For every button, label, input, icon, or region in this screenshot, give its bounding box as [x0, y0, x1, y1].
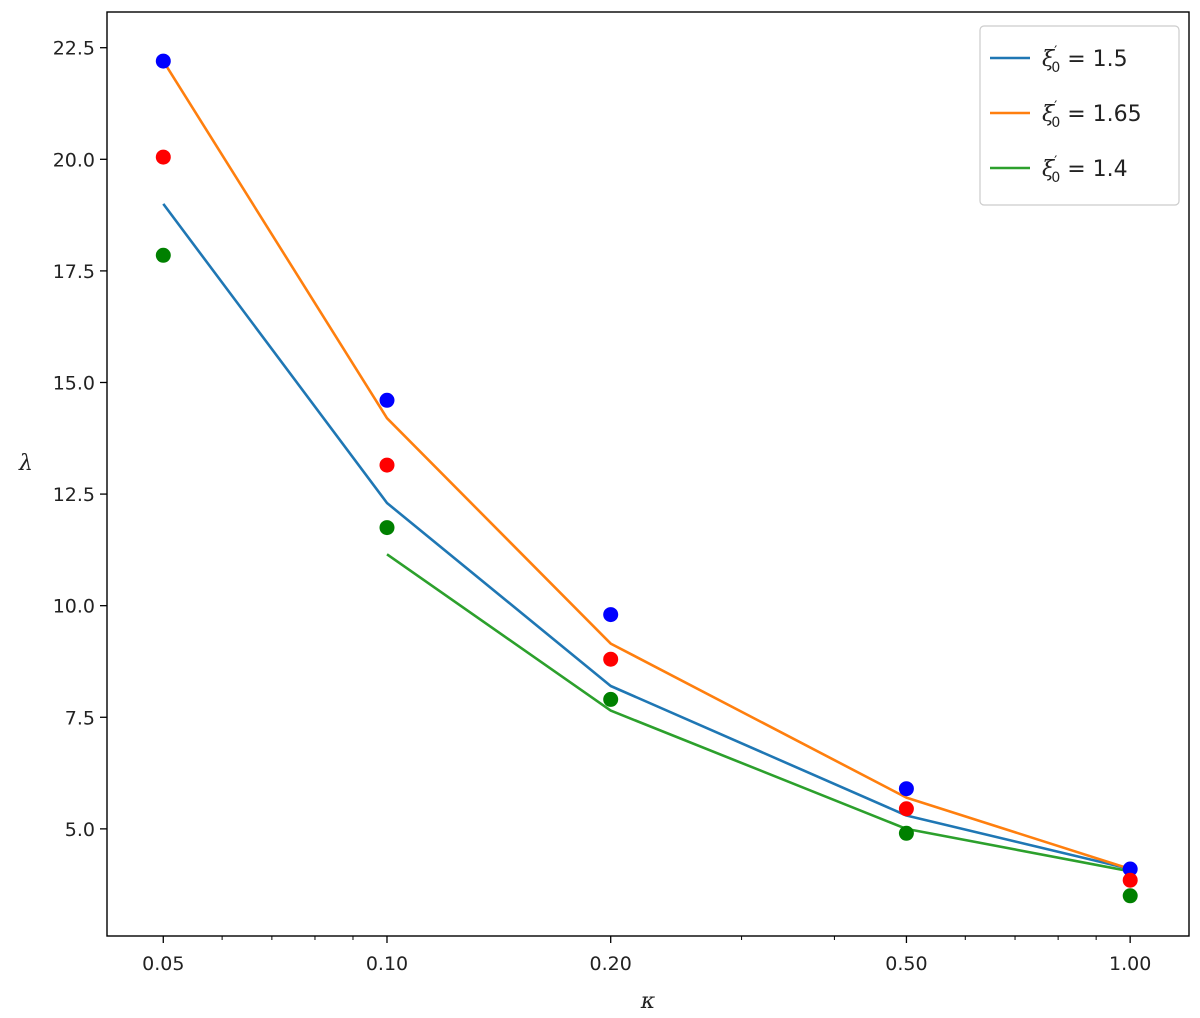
data-point-s1-1 — [155, 53, 171, 69]
data-point-s2-1 — [155, 149, 171, 165]
data-point-s1-2 — [379, 392, 395, 408]
data-point-s1-3 — [603, 607, 619, 623]
y-tick-label: 10.0 — [53, 596, 95, 618]
series-line-1 — [162, 203, 1131, 871]
x-tick-label: 1.00 — [1109, 953, 1151, 975]
x-tick-label: 0.05 — [142, 953, 184, 975]
legend-label: ξ′ 0 = 1.4 — [1042, 154, 1128, 186]
series-line-3 — [386, 553, 1131, 873]
x-tick-label: 0.50 — [885, 953, 927, 975]
y-tick-label: 15.0 — [53, 372, 95, 394]
y-tick-label: 17.5 — [53, 261, 95, 283]
data-point-s3-1 — [155, 247, 171, 263]
data-point-s2-4 — [898, 801, 914, 817]
plot-frame — [106, 11, 1190, 937]
axes-ticks: 0.05 0.10 0.20 0.50 1.00 5.0 7.5 10.0 12.5 15.0 17… — [53, 11, 1190, 975]
x-axis-label: κ — [640, 989, 656, 1014]
y-tick-label: 7.5 — [65, 707, 95, 729]
x-tick-label: 0.20 — [590, 953, 632, 975]
data-point-s3-2 — [379, 520, 395, 536]
legend-label: ξ′ 0 = 1.5 — [1042, 44, 1128, 76]
data-point-s3-3 — [603, 691, 619, 707]
plot-area — [155, 53, 1138, 904]
data-point-s3-5 — [1122, 888, 1138, 904]
y-tick-label: 20.0 — [53, 149, 95, 171]
y-axis-label: λ — [18, 451, 33, 476]
data-point-s1-5 — [1122, 861, 1138, 877]
legend-label: ξ′ 0 = 1.65 — [1042, 99, 1142, 131]
data-point-s2-2 — [379, 457, 395, 473]
data-point-s2-5 — [1122, 872, 1138, 888]
x-tick-label: 0.10 — [366, 953, 408, 975]
data-point-s1-4 — [898, 781, 914, 797]
legend: ξ′ 0 = 1.5 ξ′ 0 = 1.65 ξ′ 0 = 1.4 — [979, 25, 1180, 206]
data-point-s2-3 — [603, 651, 619, 667]
series-line-2 — [162, 60, 1131, 871]
y-tick-label: 22.5 — [53, 38, 95, 60]
data-point-s3-4 — [898, 825, 914, 841]
y-tick-label: 12.5 — [53, 484, 95, 506]
legend-box — [979, 25, 1180, 206]
y-tick-label: 5.0 — [65, 819, 95, 841]
